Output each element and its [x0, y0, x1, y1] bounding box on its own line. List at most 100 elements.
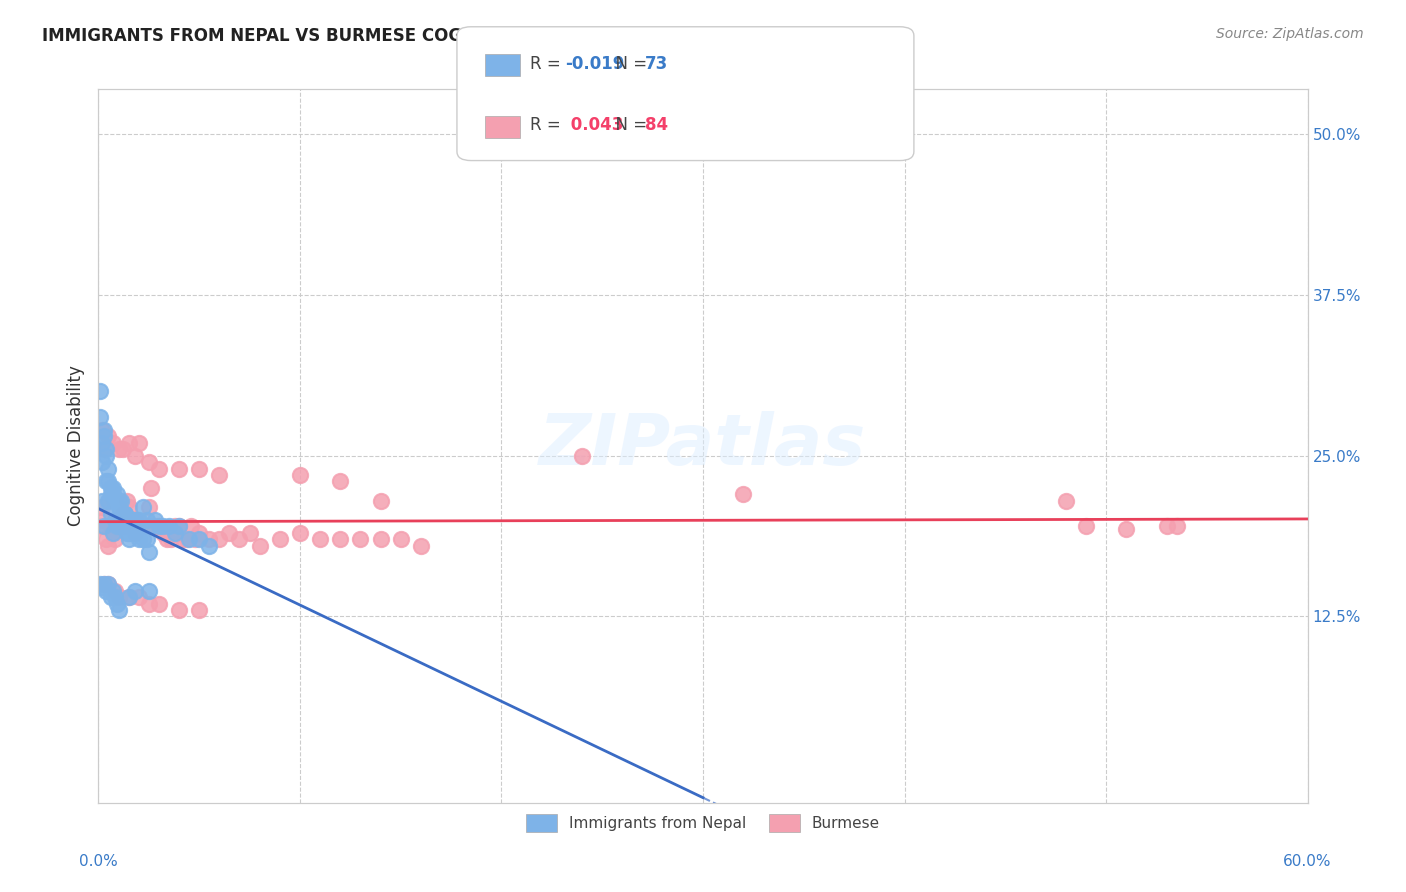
Point	[91, 500, 114, 514]
Point	[110, 519, 132, 533]
Y-axis label: Cognitive Disability: Cognitive Disability	[66, 366, 84, 526]
Point	[1156, 519, 1178, 533]
Point	[107, 590, 129, 604]
Point	[167, 519, 190, 533]
Point	[101, 487, 124, 501]
Point	[148, 461, 170, 475]
Point	[93, 577, 115, 591]
Point	[188, 461, 211, 475]
Point	[103, 590, 125, 604]
Point	[91, 493, 114, 508]
Point	[138, 597, 160, 611]
Point	[370, 533, 392, 547]
Text: ZIPatlas: ZIPatlas	[540, 411, 866, 481]
Point	[103, 583, 125, 598]
Point	[103, 513, 125, 527]
Point	[128, 519, 150, 533]
Point	[118, 435, 141, 450]
Point	[571, 449, 593, 463]
Text: -0.019: -0.019	[565, 55, 624, 73]
Point	[101, 525, 124, 540]
Point	[115, 519, 138, 533]
Point	[107, 513, 129, 527]
Point	[100, 487, 122, 501]
Point	[107, 442, 129, 457]
Point	[329, 475, 352, 489]
Point	[349, 533, 371, 547]
Point	[101, 583, 124, 598]
Text: IMMIGRANTS FROM NEPAL VS BURMESE COGNITIVE DISABILITY CORRELATION CHART: IMMIGRANTS FROM NEPAL VS BURMESE COGNITI…	[42, 27, 839, 45]
Point	[180, 519, 202, 533]
Point	[1054, 493, 1077, 508]
Point	[128, 533, 150, 547]
Point	[107, 500, 129, 514]
Point	[89, 519, 111, 533]
Point	[156, 533, 179, 547]
Point	[208, 533, 231, 547]
Point	[111, 507, 134, 521]
Point	[118, 533, 141, 547]
Point	[110, 519, 132, 533]
Point	[120, 519, 142, 533]
Point	[118, 590, 141, 604]
Point	[1166, 519, 1188, 533]
Point	[148, 519, 170, 533]
Point	[93, 513, 115, 527]
Point	[389, 533, 412, 547]
Text: R =: R =	[530, 55, 567, 73]
Point	[188, 525, 211, 540]
Point	[218, 525, 240, 540]
Point	[96, 449, 118, 463]
Point	[143, 519, 166, 533]
Point	[138, 500, 160, 514]
Point	[124, 449, 146, 463]
Point	[115, 525, 138, 540]
Point	[198, 533, 221, 547]
Point	[111, 442, 134, 457]
Point	[124, 513, 146, 527]
Text: 60.0%: 60.0%	[1284, 855, 1331, 869]
Point	[97, 429, 120, 443]
Text: Source: ZipAtlas.com: Source: ZipAtlas.com	[1216, 27, 1364, 41]
Point	[184, 533, 207, 547]
Point	[91, 455, 114, 469]
Point	[733, 487, 755, 501]
Point	[114, 507, 136, 521]
Point	[103, 533, 125, 547]
Point	[329, 533, 352, 547]
Legend: Immigrants from Nepal, Burmese: Immigrants from Nepal, Burmese	[520, 808, 886, 838]
Point	[121, 513, 143, 527]
Point	[188, 533, 211, 547]
Point	[135, 513, 157, 527]
Point	[309, 533, 332, 547]
Point	[96, 583, 118, 598]
Point	[105, 513, 128, 527]
Text: 0.0%: 0.0%	[79, 855, 118, 869]
Point	[208, 467, 231, 482]
Point	[124, 583, 146, 598]
Point	[89, 384, 111, 399]
Point	[91, 435, 114, 450]
Text: 0.043: 0.043	[565, 116, 624, 134]
Point	[172, 533, 194, 547]
Point	[128, 513, 150, 527]
Point	[152, 525, 174, 540]
Point	[100, 519, 122, 533]
Point	[118, 590, 141, 604]
Point	[111, 507, 134, 521]
Point	[138, 583, 160, 598]
Point	[120, 519, 142, 533]
Point	[1074, 519, 1097, 533]
Point	[100, 481, 122, 495]
Point	[91, 423, 114, 437]
Point	[135, 533, 157, 547]
Point	[125, 525, 148, 540]
Point	[125, 513, 148, 527]
Point	[97, 475, 120, 489]
Point	[91, 580, 114, 594]
Point	[128, 435, 150, 450]
Point	[239, 525, 262, 540]
Point	[139, 481, 162, 495]
Point	[288, 525, 311, 540]
Point	[93, 442, 115, 457]
